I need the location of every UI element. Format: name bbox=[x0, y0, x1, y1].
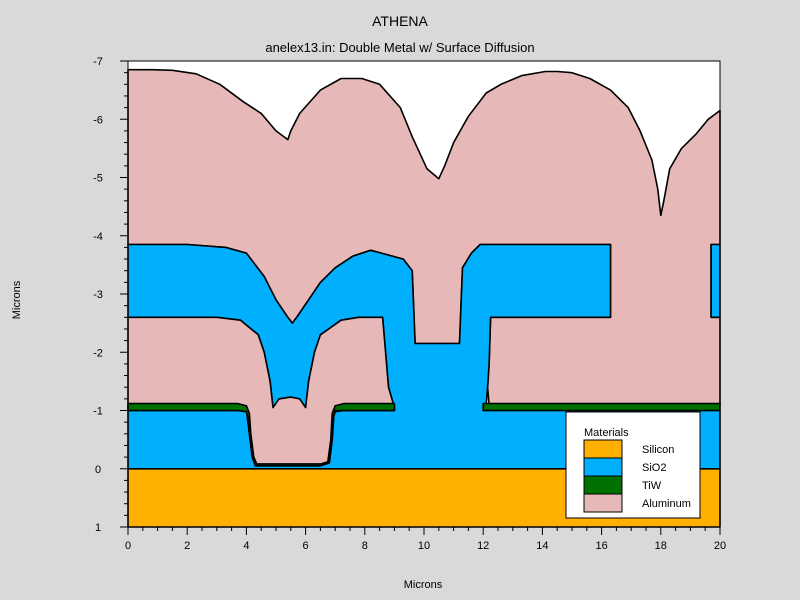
x-tick-label-8: 8 bbox=[362, 540, 368, 552]
x-tick-label-18: 18 bbox=[655, 540, 667, 552]
x-tick-label-12: 12 bbox=[477, 540, 489, 552]
legend-swatch-tiw bbox=[583, 475, 623, 495]
x-tick-label-6: 6 bbox=[303, 540, 309, 552]
chart-subtitle: anelex13.in: Double Metal w/ Surface Dif… bbox=[265, 40, 534, 55]
y-tick-label--5: -5 bbox=[93, 173, 103, 185]
plot-area bbox=[127, 61, 721, 528]
legend-swatch-aluminum bbox=[583, 493, 623, 513]
x-tick-label-20: 20 bbox=[714, 540, 726, 552]
legend-label-sio2: SiO2 bbox=[642, 462, 666, 474]
region-tiw-4 bbox=[127, 402, 396, 467]
chart-title: ATHENA bbox=[372, 13, 428, 29]
legend-label-tiw: TiW bbox=[642, 480, 662, 492]
legend-label-aluminum: Aluminum bbox=[642, 498, 691, 510]
x-tick-label-10: 10 bbox=[418, 540, 430, 552]
y-axis-title: Microns bbox=[11, 280, 23, 319]
y-tick-label-1: 1 bbox=[95, 522, 101, 534]
y-tick-label--1: -1 bbox=[93, 406, 103, 418]
region-tiw-5 bbox=[482, 402, 721, 412]
y-tick-label--2: -2 bbox=[93, 347, 103, 359]
y-tick-label-0: 0 bbox=[95, 464, 101, 476]
legend-swatch-silicon bbox=[583, 439, 623, 459]
y-tick-label--6: -6 bbox=[93, 114, 103, 126]
x-tick-label-0: 0 bbox=[125, 540, 131, 552]
x-tick-label-16: 16 bbox=[595, 540, 607, 552]
x-tick-label-14: 14 bbox=[536, 540, 548, 552]
y-tick-label--7: -7 bbox=[93, 56, 103, 68]
y-tick-label--3: -3 bbox=[93, 289, 103, 301]
x-axis-title: Microns bbox=[404, 579, 443, 591]
x-tick-label-4: 4 bbox=[243, 540, 249, 552]
legend-label-silicon: Silicon bbox=[642, 444, 674, 456]
legend: Materials Silicon SiO2 TiW Aluminum bbox=[565, 411, 701, 519]
legend-title: Materials bbox=[584, 427, 629, 439]
legend-swatch-sio2 bbox=[583, 457, 623, 477]
region-sio2-2 bbox=[710, 243, 721, 319]
x-tick-label-2: 2 bbox=[184, 540, 190, 552]
y-tick-label--4: -4 bbox=[93, 231, 103, 243]
